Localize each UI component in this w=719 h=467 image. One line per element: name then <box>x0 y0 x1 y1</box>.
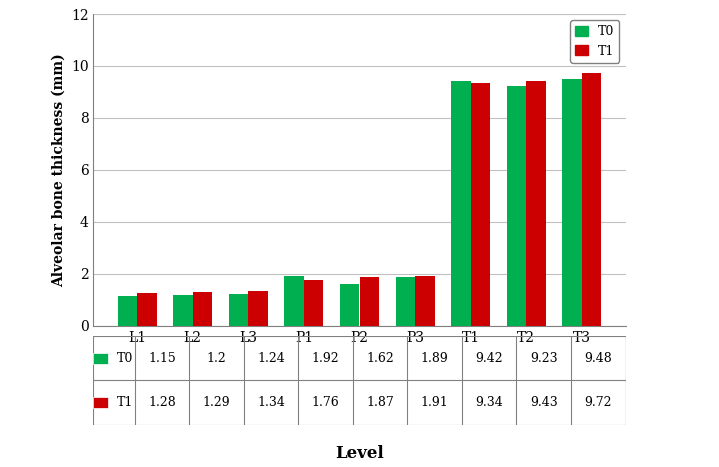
Text: 1.92: 1.92 <box>312 352 339 365</box>
Text: 1.89: 1.89 <box>421 352 449 365</box>
Text: 9.23: 9.23 <box>530 352 557 365</box>
Text: 1.91: 1.91 <box>421 396 449 409</box>
Bar <box>415 276 434 326</box>
Bar <box>582 73 601 326</box>
Text: Level: Level <box>335 446 384 462</box>
Bar <box>395 277 415 326</box>
Bar <box>173 295 193 326</box>
Bar <box>562 79 582 326</box>
Text: 1.76: 1.76 <box>312 396 339 409</box>
Legend: T0, T1: T0, T1 <box>570 20 619 63</box>
Text: 1.87: 1.87 <box>366 396 394 409</box>
Bar <box>471 83 490 326</box>
Text: 9.43: 9.43 <box>530 396 558 409</box>
Bar <box>304 280 324 326</box>
Bar <box>118 296 137 326</box>
Bar <box>340 284 360 326</box>
Bar <box>526 81 546 326</box>
Bar <box>137 293 157 326</box>
Bar <box>360 277 379 326</box>
Text: 9.42: 9.42 <box>475 352 503 365</box>
Text: 9.34: 9.34 <box>475 396 503 409</box>
Text: 9.48: 9.48 <box>585 352 612 365</box>
Bar <box>193 292 212 326</box>
Bar <box>452 81 471 326</box>
Text: 1.29: 1.29 <box>203 396 231 409</box>
Y-axis label: Alveolar bone thickness (mm): Alveolar bone thickness (mm) <box>52 53 65 287</box>
Text: 1.28: 1.28 <box>148 396 176 409</box>
FancyBboxPatch shape <box>93 353 109 364</box>
Text: 1.15: 1.15 <box>148 352 176 365</box>
Bar <box>248 291 267 326</box>
Text: 1.24: 1.24 <box>257 352 285 365</box>
Text: T1: T1 <box>117 396 134 409</box>
Text: 1.62: 1.62 <box>366 352 394 365</box>
Text: 1.34: 1.34 <box>257 396 285 409</box>
Text: 9.72: 9.72 <box>585 396 612 409</box>
Text: 1.2: 1.2 <box>207 352 226 365</box>
Bar <box>229 294 248 326</box>
Bar <box>285 276 304 326</box>
FancyBboxPatch shape <box>93 397 109 408</box>
Text: T0: T0 <box>117 352 134 365</box>
Bar <box>507 86 526 326</box>
